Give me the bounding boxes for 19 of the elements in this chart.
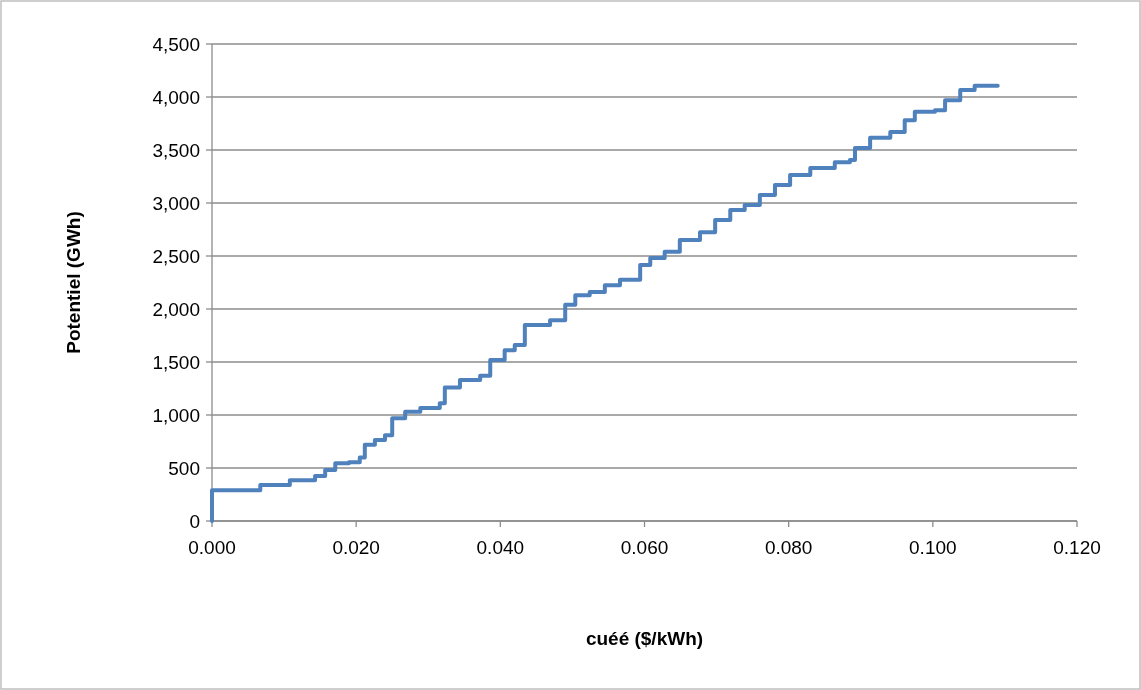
x-tick-label: 0.080 [764,537,813,558]
x-tick-label: 0.000 [188,537,236,558]
y-tick-label: 1,500 [152,351,200,373]
x-tick-label: 0.100 [909,537,957,558]
y-tick-label: 3,000 [152,192,200,214]
y-tick-label: 4,500 [152,33,200,55]
x-tick-label: 0.060 [620,537,669,558]
y-tick-label: 1,000 [152,404,200,426]
x-tick-label: 0.020 [332,537,380,558]
y-tick-label: 2,000 [152,298,200,320]
x-axis-title: cuéé ($/kWh) [585,628,704,649]
y-tick-label: 2,500 [152,245,200,267]
x-tick-label: 0.040 [476,537,525,558]
y-tick-label: 500 [168,457,200,479]
y-axis-title: Potentiel (GWh) [63,211,84,354]
y-tick-label: 3,500 [152,139,200,161]
y-tick-label: 0 [189,510,200,532]
x-tick-label: 0.120 [1053,537,1101,558]
y-tick-label: 4,000 [152,86,200,108]
